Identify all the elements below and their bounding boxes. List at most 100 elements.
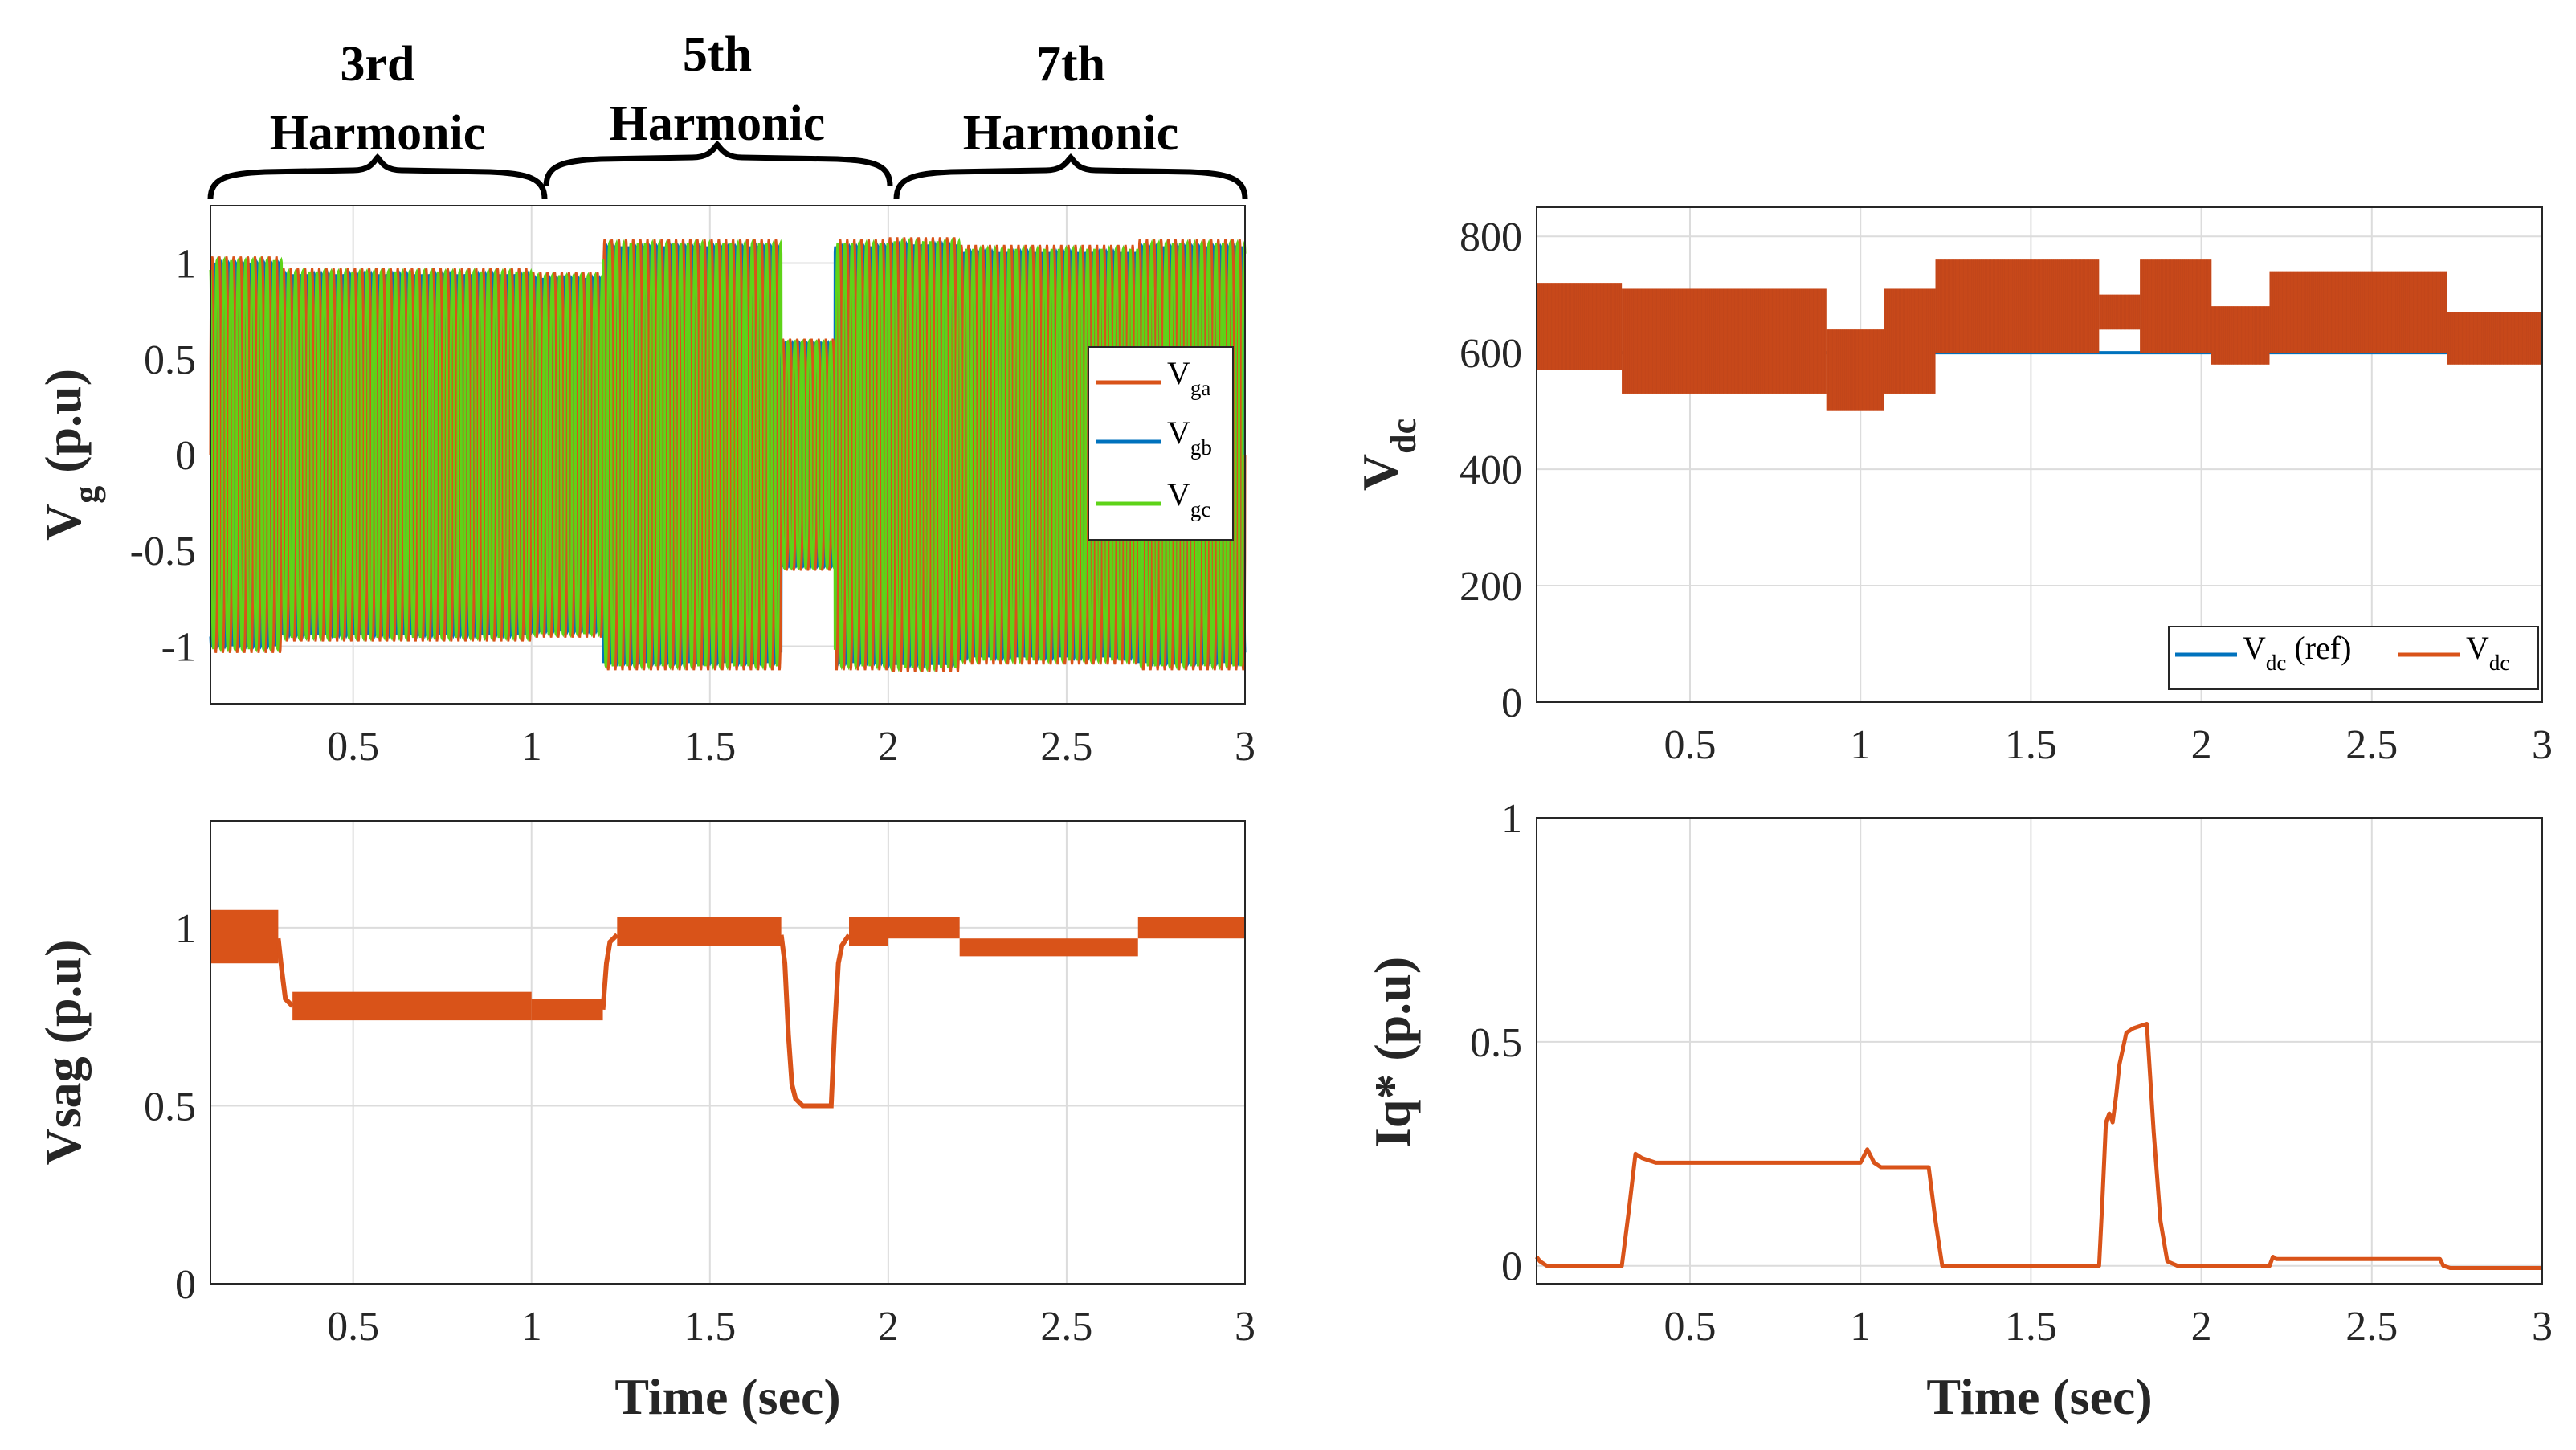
vsag-band (617, 917, 782, 946)
vdc-ylabel: Vdc (1352, 419, 1423, 491)
vdc-waveforms (1536, 259, 2542, 411)
annot-7th-line1: 7th (1036, 37, 1105, 92)
iq-xtick-label: 1.5 (2005, 1304, 2057, 1350)
brace-3rd (207, 153, 548, 200)
vsag-transition (778, 933, 851, 1109)
vdc-ytick-label: 0 (1501, 680, 1522, 726)
vsag-band (849, 917, 888, 946)
vg-ytick-label: 0 (175, 433, 196, 479)
vsag-xtick-label: 3 (1235, 1304, 1255, 1350)
vg-xtick-label: 2 (878, 724, 899, 770)
annot-7th-line2: Harmonic (963, 106, 1179, 161)
vdc-tick-labels: 0.5 1 1.5 2 2.5 3 0 200 400 600 800 (1459, 214, 2553, 768)
vg-tick-labels: 0.5 1 1.5 2 2.5 3 -1 -0.5 0 0.5 1 (130, 242, 1255, 770)
vsag-tick-labels: 0.5 1 1.5 2 2.5 3 0 0.5 1 (144, 906, 1255, 1350)
vg-ylabel-main: V (35, 504, 92, 541)
vdc-legend-box (2168, 626, 2539, 690)
vsag-band (292, 991, 532, 1021)
iq-waveform (1535, 1022, 2542, 1270)
iq-ylabel: Iq* (p.u) (1364, 957, 1421, 1148)
vdc-ytick-label: 400 (1459, 447, 1522, 493)
vsag-xtick-label: 0.5 (327, 1304, 379, 1350)
iq-xtick-label: 2.5 (2345, 1304, 2398, 1350)
iq-ytick-label: 1 (1501, 796, 1522, 842)
vg-xtick-label: 1 (521, 724, 542, 770)
harmonic-annotations: 3rd Harmonic 5th Harmonic 7th Harmonic (207, 27, 1248, 200)
vdc-ripple-band (1622, 288, 1827, 394)
brace-7th (893, 153, 1248, 200)
vdc-xtick-label: 1.5 (2005, 722, 2057, 768)
annot-5th-line1: 5th (683, 27, 752, 82)
vdc-ripple-band (2149, 259, 2212, 353)
annot-3rd-line2: Harmonic (270, 106, 486, 161)
iq-series-line (1535, 1022, 2542, 1270)
vg-xtick-label: 3 (1235, 724, 1255, 770)
vsag-band (210, 909, 279, 964)
iq-tick-labels: 0.5 1 1.5 2 2.5 3 0 0.5 1 (1470, 796, 2553, 1350)
vg-xtick-label: 1.5 (684, 724, 736, 770)
iq-ytick-label: 0 (1501, 1244, 1522, 1290)
vsag-band (531, 999, 603, 1021)
vdc-ripple-band (2099, 294, 2141, 330)
vsag-plot-area (210, 821, 1245, 1284)
vsag-waveforms (210, 909, 1245, 1109)
vsag-band (1137, 917, 1245, 939)
iq-xtick-label: 1 (1850, 1304, 1871, 1350)
vsag-ytick-label: 1 (175, 906, 196, 952)
vsag-axes-frame (210, 820, 1246, 1285)
vg-xtick-label: 2.5 (1040, 724, 1092, 770)
vg-ytick-label: 0.5 (144, 337, 196, 383)
vg-ylabel-unit: (p.u) (35, 369, 92, 486)
vdc-axes-frame (1536, 206, 2543, 703)
vsag-xtick-label: 1 (521, 1304, 542, 1350)
iq-ytick-label: 0.5 (1470, 1020, 1522, 1066)
legend-label-vgb: Vgb (1167, 415, 1212, 460)
vg-ylabel-sub: g (67, 486, 106, 504)
vg-panel: 0.5 1 1.5 2 2.5 3 -1 -0.5 0 0.5 1 Vg (p.u) 3rd Har… (35, 27, 1255, 770)
vdc-xtick-label: 3 (2532, 722, 2553, 768)
vdc-ylabel-sub: dc (1384, 419, 1423, 454)
vsag-xlabel: Time (sec) (614, 1368, 840, 1425)
vdc-ylabel-main: V (1352, 454, 1409, 491)
vsag-xtick-label: 1.5 (684, 1304, 736, 1350)
vsag-ytick-label: 0.5 (144, 1084, 196, 1129)
vsag-transition (600, 933, 619, 1011)
iq-xlabel: Time (sec) (1926, 1368, 2152, 1425)
iq-xtick-label: 2 (2191, 1304, 2212, 1350)
iq-xtick-label: 0.5 (1664, 1304, 1716, 1350)
vg-legend: Vga Vgb Vgc (1088, 346, 1234, 541)
vg-waveforms (209, 237, 1247, 672)
vdc-xtick-label: 2 (2191, 722, 2212, 768)
legend-label-vgc: Vgc (1167, 476, 1210, 521)
iq-plot-area (1537, 818, 2542, 1284)
vsag-xtick-label: 2.5 (1040, 1304, 1092, 1350)
vsag-ytick-label: 0 (175, 1262, 196, 1308)
vdc-xtick-label: 0.5 (1664, 722, 1716, 768)
legend-label-vdc: Vdc (2466, 630, 2509, 675)
vg-ylabel: Vg (p.u) (35, 369, 106, 541)
vdc-xtick-label: 2.5 (2345, 722, 2398, 768)
vg-ytick-label: 1 (175, 242, 196, 288)
vsag-ylabel: Vsag (p.u) (35, 940, 92, 1166)
legend-label-vga: Vga (1167, 355, 1210, 400)
iq-panel: 0.5 1 1.5 2 2.5 3 0 0.5 1 Iq* (p.u) Time (sec) (1364, 796, 2553, 1425)
annot-3rd-line1: 3rd (341, 37, 415, 92)
vdc-panel: 0.5 1 1.5 2 2.5 3 0 200 400 600 800 Vdc Vdc (ref) … (1352, 206, 2553, 768)
vdc-ytick-label: 200 (1459, 564, 1522, 610)
vg-xtick-label: 0.5 (327, 724, 379, 770)
vsag-panel: 0.5 1 1.5 2 2.5 3 0 0.5 1 Vsag (p.u) Time (sec) (35, 820, 1255, 1425)
vsag-band (959, 938, 1138, 957)
vsag-xtick-label: 2 (878, 1304, 899, 1350)
vdc-legend: Vdc (ref) Vdc (2168, 626, 2539, 690)
vsag-transition (276, 937, 295, 1008)
vg-ytick-label: -0.5 (130, 529, 196, 574)
iq-xtick-label: 3 (2532, 1304, 2553, 1350)
vdc-ytick-label: 600 (1459, 331, 1522, 377)
vdc-xtick-label: 1 (1850, 722, 1871, 768)
vdc-ripple-band (1935, 259, 2100, 353)
vg-series-gc (209, 237, 1247, 672)
legend-label-vdc-ref: Vdc (ref) (2243, 630, 2351, 675)
vsag-band (888, 917, 960, 939)
vdc-ytick-label: 800 (1459, 214, 1522, 260)
